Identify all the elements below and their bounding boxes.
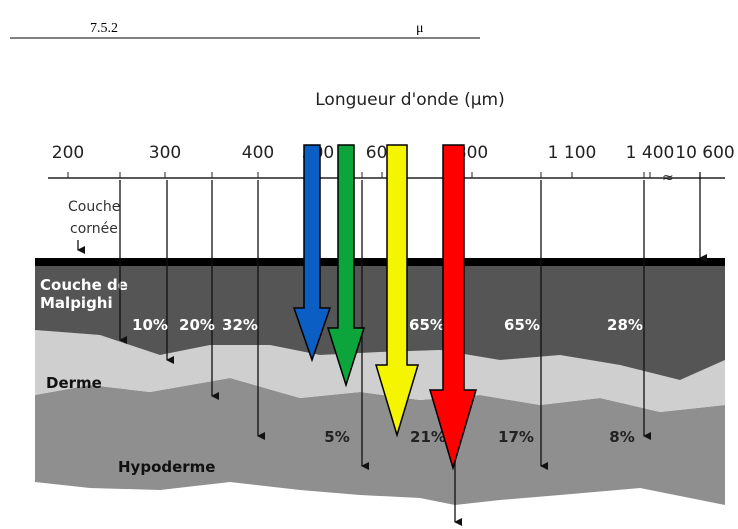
- percentage: 21%: [410, 428, 446, 446]
- tick-label: 200: [52, 143, 84, 163]
- layer-label: Couche de: [40, 276, 128, 294]
- layer-label: Malpighi: [40, 294, 113, 312]
- tick-label: 300: [149, 143, 181, 163]
- symbol: μ: [416, 21, 424, 36]
- percentage: 28%: [607, 316, 643, 334]
- percentage: 20%: [179, 316, 215, 334]
- axis-break: ≈: [662, 170, 674, 186]
- layer-label: Derme: [46, 374, 102, 392]
- page: 7.5.2 μ Longueur d'onde (μm) 20030040050…: [0, 0, 738, 529]
- axis-title: Longueur d'onde (μm): [315, 90, 504, 110]
- layer-label: Couche: [68, 199, 120, 215]
- stratum-corneum-line: [35, 258, 725, 266]
- section-number: 7.5.2: [90, 21, 118, 36]
- percentage: 5%: [324, 428, 349, 446]
- tick-label: 1 400: [626, 143, 675, 163]
- tick-label: 1 100: [548, 143, 597, 163]
- percentage: 32%: [222, 316, 258, 334]
- tick-label: 400: [242, 143, 274, 163]
- percentage: 65%: [504, 316, 540, 334]
- percentage: 65%: [409, 316, 445, 334]
- layer-label: Hypoderme: [118, 458, 216, 476]
- tick-label: 10 600: [675, 143, 734, 163]
- percentage: 17%: [498, 428, 534, 446]
- percentage: 10%: [132, 316, 168, 334]
- percentage: 8%: [609, 428, 634, 446]
- layer-label: cornée: [70, 221, 118, 237]
